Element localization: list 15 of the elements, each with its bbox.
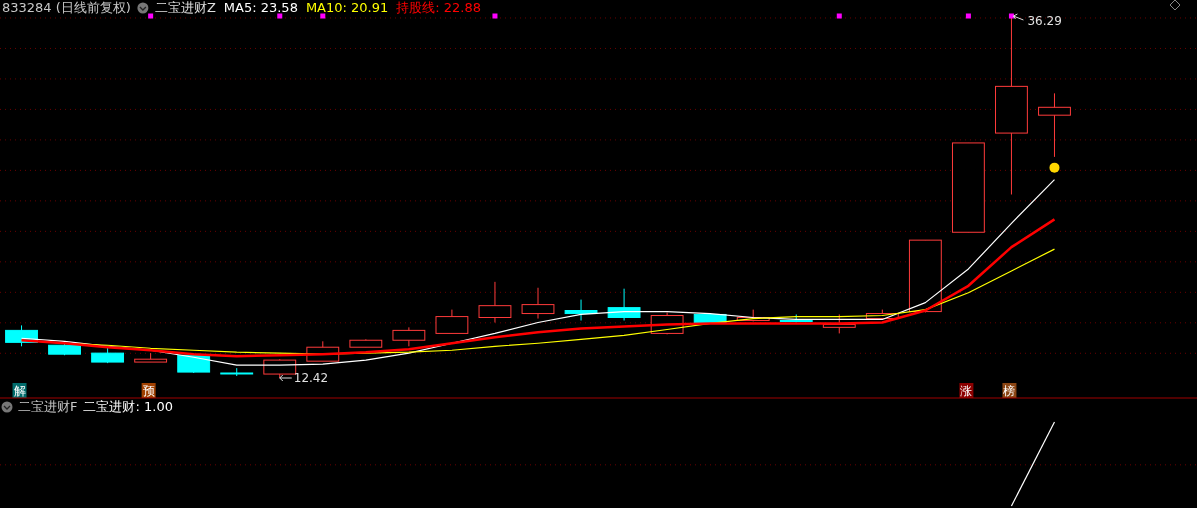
- candlestick: [564, 299, 598, 322]
- candlestick: [1038, 92, 1071, 158]
- chart-title: 二宝进财F: [18, 399, 78, 414]
- annotation: 12.42: [293, 371, 329, 385]
- annotation: 36.29: [1027, 14, 1062, 28]
- text: 预: [142, 384, 155, 398]
- text: MA5: 23.58: [223, 0, 298, 15]
- chart-title: 833284 (日线前复权): [2, 0, 131, 15]
- text: 涨: [960, 384, 973, 398]
- chart-subtitle: 二宝进财Z: [154, 0, 216, 15]
- text: MA10: 20.91: [305, 0, 389, 15]
- text: 榜: [1003, 384, 1016, 398]
- text: 二宝进财: 1.00: [83, 399, 173, 414]
- text: 解: [13, 384, 26, 398]
- text: 持股线: 22.88: [396, 0, 482, 15]
